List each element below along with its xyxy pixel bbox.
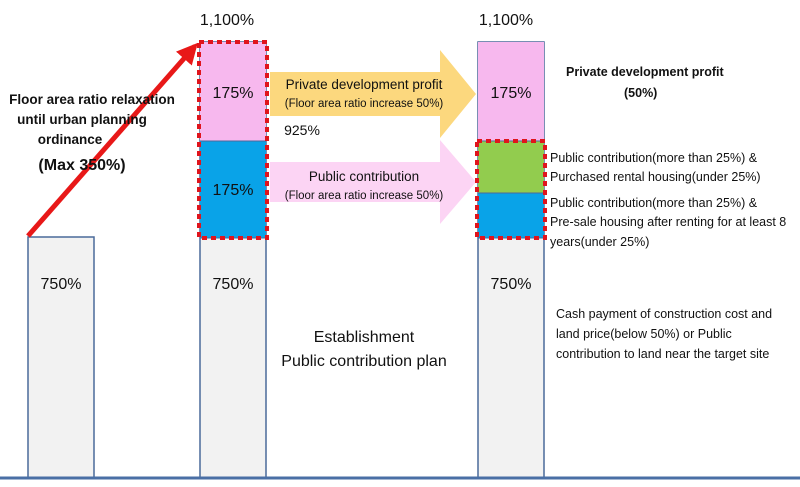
presale-note-2: Pre-sale housing after renting for at le… bbox=[550, 215, 786, 229]
middle-public-segment bbox=[200, 141, 266, 238]
right-dashed-outline bbox=[475, 139, 547, 240]
relaxation-label-2: until urban planning bbox=[17, 112, 147, 127]
public-arrow-sub: (Floor area ratio increase 50%) bbox=[285, 190, 444, 202]
middle-dashed-outline bbox=[197, 40, 269, 240]
right-profit-title: Private development profit bbox=[566, 65, 725, 79]
presale-note-3: years(under 25%) bbox=[550, 235, 649, 249]
presale-note-1: Public contribution(more than 25%) & bbox=[550, 196, 758, 210]
public-contribution-arrow bbox=[270, 140, 476, 224]
cash-note-2: land price(below 50%) or Public bbox=[556, 327, 732, 341]
right-rental-segment bbox=[478, 141, 544, 193]
relaxation-arrow bbox=[26, 42, 198, 238]
establishment-title: Establishment bbox=[314, 329, 415, 346]
middle-side-value: 925% bbox=[284, 122, 320, 138]
middle-base-label: 750% bbox=[213, 276, 254, 293]
right-private-segment bbox=[478, 42, 544, 141]
right-profit-pct: (50%) bbox=[624, 86, 657, 100]
private-profit-arrow bbox=[270, 50, 476, 138]
max-label: (Max 350%) bbox=[38, 157, 125, 174]
relaxation-label-1: Floor area ratio relaxation bbox=[9, 92, 175, 107]
left-base-label: 750% bbox=[41, 276, 82, 293]
private-arrow-title: Private development profit bbox=[286, 77, 443, 92]
cash-note-1: Cash payment of construction cost and bbox=[556, 307, 772, 321]
left-base-bar bbox=[27, 236, 95, 479]
right-base-label: 750% bbox=[491, 276, 532, 293]
rental-note-2: Purchased rental housing(under 25%) bbox=[550, 170, 761, 184]
establishment-subtitle: Public contribution plan bbox=[281, 353, 446, 370]
middle-private-segment bbox=[200, 42, 266, 141]
private-arrow-sub: (Floor area ratio increase 50%) bbox=[285, 98, 444, 110]
middle-total-label: 1,100% bbox=[200, 12, 254, 29]
rental-note-1: Public contribution(more than 25%) & bbox=[550, 151, 758, 165]
right-top-label: 175% bbox=[491, 85, 532, 102]
middle-mid-label: 175% bbox=[213, 182, 254, 199]
public-arrow-title: Public contribution bbox=[309, 169, 419, 184]
right-presale-segment bbox=[478, 193, 544, 238]
relaxation-label-3: ordinance bbox=[38, 132, 103, 147]
middle-top-label: 175% bbox=[213, 85, 254, 102]
right-total-label: 1,100% bbox=[479, 12, 533, 29]
cash-note-3: contribution to land near the target sit… bbox=[556, 347, 769, 361]
